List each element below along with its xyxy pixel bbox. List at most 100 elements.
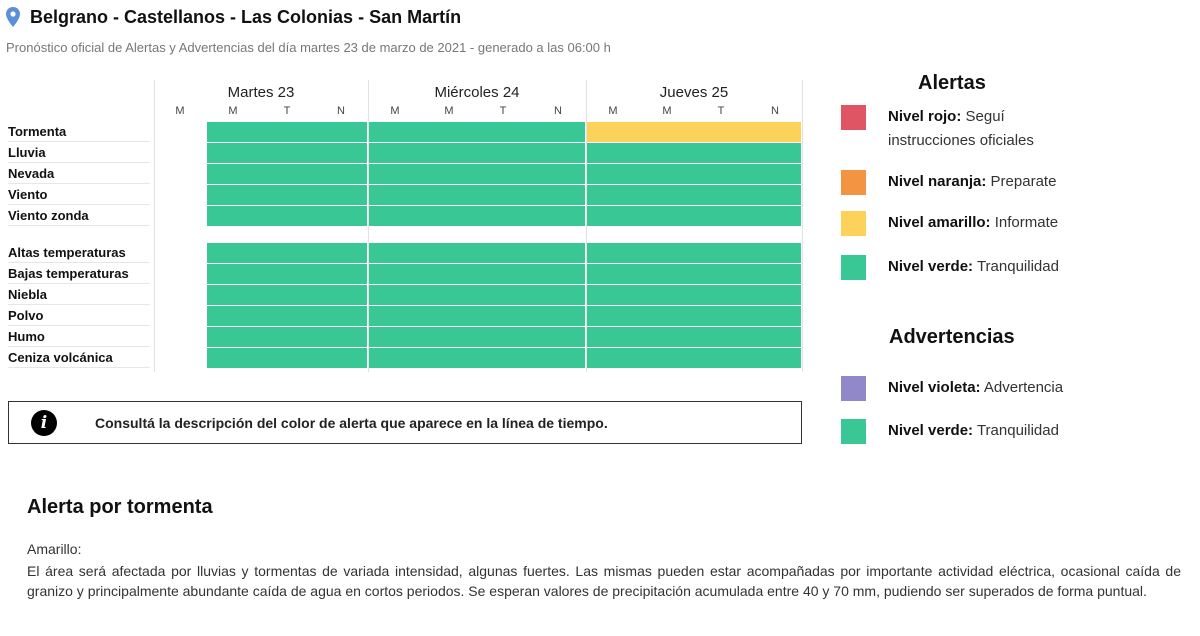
legend-text: Nivel verde: Tranquilidad [888, 419, 1088, 443]
timeline-cell-none [155, 243, 207, 263]
legend-text: Nivel violeta: Advertencia [888, 376, 1088, 400]
timeline-cell-verde [261, 327, 315, 347]
timeline-cell-verde [695, 348, 749, 368]
timeline-cell-verde [261, 185, 315, 205]
timeline-cell-amarillo [695, 122, 749, 142]
legend-item-naranja: Nivel naranja: Preparate [841, 170, 1088, 195]
timeline-cell-verde [423, 264, 477, 284]
detail-level-label: Amarillo: [27, 541, 82, 557]
legend-swatch-verde [841, 419, 866, 444]
title-row: Belgrano - Castellanos - Las Colonias - … [6, 6, 461, 28]
timeline-cell-verde [207, 185, 261, 205]
timeline-cell-verde [423, 143, 477, 163]
period-label: N [554, 105, 562, 117]
legend-level-name: Nivel violeta: [888, 379, 981, 396]
period-label: M [175, 105, 185, 117]
day-header: Martes 23 M M T N [154, 80, 368, 120]
legend-item-amarillo: Nivel amarillo: Informate [841, 211, 1088, 236]
day-separator [586, 80, 587, 372]
timeline-cell-verde [587, 285, 641, 305]
timeline-cell-verde [695, 306, 749, 326]
timeline-cell-verde [749, 185, 801, 205]
legend-text: Nivel naranja: Preparate [888, 170, 1088, 194]
timeline-cell-verde [531, 164, 585, 184]
timeline-cell-verde [641, 243, 695, 263]
timeline-cell-verde [423, 185, 477, 205]
timeline-cell-none [155, 206, 207, 226]
timeline-cell-verde [369, 185, 423, 205]
timeline-cell-verde [207, 143, 261, 163]
timeline-cell-verde [641, 306, 695, 326]
timeline-cell-verde [423, 122, 477, 142]
legend-swatch-rojo [841, 105, 866, 130]
timeline-cell-verde [587, 348, 641, 368]
legend-level-desc: Preparate [986, 173, 1057, 190]
timeline-cell-none [155, 264, 207, 284]
day-name: Jueves 25 [659, 84, 729, 101]
legend-item-rojo: Nivel rojo: Seguí instrucciones oficiale… [841, 105, 1088, 153]
timeline-cell-none [155, 306, 207, 326]
timeline-cell-verde [587, 185, 641, 205]
info-text: Consultá la descripción del color de ale… [95, 414, 608, 431]
legend-level-desc: Tranquilidad [973, 258, 1059, 275]
day-name: Martes 23 [227, 84, 295, 101]
legend-level-name: Nivel rojo: [888, 108, 962, 125]
timeline-cell-verde [749, 306, 801, 326]
page-title: Belgrano - Castellanos - Las Colonias - … [30, 6, 462, 27]
legend-level-name: Nivel amarillo: [888, 214, 991, 231]
legend-item-verde: Nivel verde: Tranquilidad [841, 255, 1088, 280]
timeline-cell-verde [261, 348, 315, 368]
day-separator [368, 80, 369, 372]
timeline-cell-verde [641, 264, 695, 284]
legend-level-name: Nivel verde: [888, 258, 974, 275]
timeline-cell-verde [207, 306, 261, 326]
timeline-cell-verde [207, 243, 261, 263]
timeline-cell-verde [369, 143, 423, 163]
timeline-cell-amarillo [587, 122, 641, 142]
timeline-cell-none [155, 143, 207, 163]
timeline-cell-verde [477, 285, 531, 305]
legend-swatch-verde [841, 255, 866, 280]
timeline-cell-none [155, 185, 207, 205]
day-separator [154, 80, 155, 372]
timeline-cell-verde [207, 122, 261, 142]
detail-title: Alerta por tormenta [27, 496, 213, 518]
legend-level-name: Nivel naranja: [888, 173, 987, 190]
timeline-cell-verde [315, 185, 367, 205]
legend-text: Nivel amarillo: Informate [888, 211, 1088, 235]
timeline-cell-verde [641, 206, 695, 226]
timeline-cell-verde [315, 206, 367, 226]
timeline-cell-verde [477, 143, 531, 163]
timeline-cell-amarillo [641, 122, 695, 142]
legend-text: Nivel rojo: Seguí instrucciones oficiale… [888, 105, 1088, 153]
timeline-cell-verde [369, 306, 423, 326]
timeline-cell-verde [531, 143, 585, 163]
timeline-cell-verde [369, 264, 423, 284]
timeline-cell-verde [531, 122, 585, 142]
timeline-row-label: Nevada [8, 163, 150, 184]
timeline-cell-verde [369, 122, 423, 142]
timeline-cell-verde [477, 206, 531, 226]
timeline-cell-verde [369, 285, 423, 305]
timeline-cell-amarillo [749, 122, 801, 142]
timeline-cell-verde [531, 285, 585, 305]
timeline-cell-verde [261, 243, 315, 263]
timeline-cell-verde [477, 264, 531, 284]
timeline-cell-verde [641, 143, 695, 163]
period-label: M [390, 105, 400, 117]
timeline-row-label: Viento [8, 184, 150, 205]
timeline-cell-verde [261, 164, 315, 184]
timeline-cell-verde [423, 306, 477, 326]
timeline-cell-verde [423, 243, 477, 263]
timeline-cell-verde [477, 306, 531, 326]
timeline-cell-verde [641, 285, 695, 305]
day-header: Jueves 25 M M T N [586, 80, 802, 120]
timeline-cell-verde [207, 285, 261, 305]
day-header: Miércoles 24 M M T N [368, 80, 586, 120]
period-label: T [499, 105, 507, 117]
legend-item-verde: Nivel verde: Tranquilidad [841, 419, 1088, 444]
timeline-cell-verde [749, 327, 801, 347]
timeline-cell-verde [587, 243, 641, 263]
